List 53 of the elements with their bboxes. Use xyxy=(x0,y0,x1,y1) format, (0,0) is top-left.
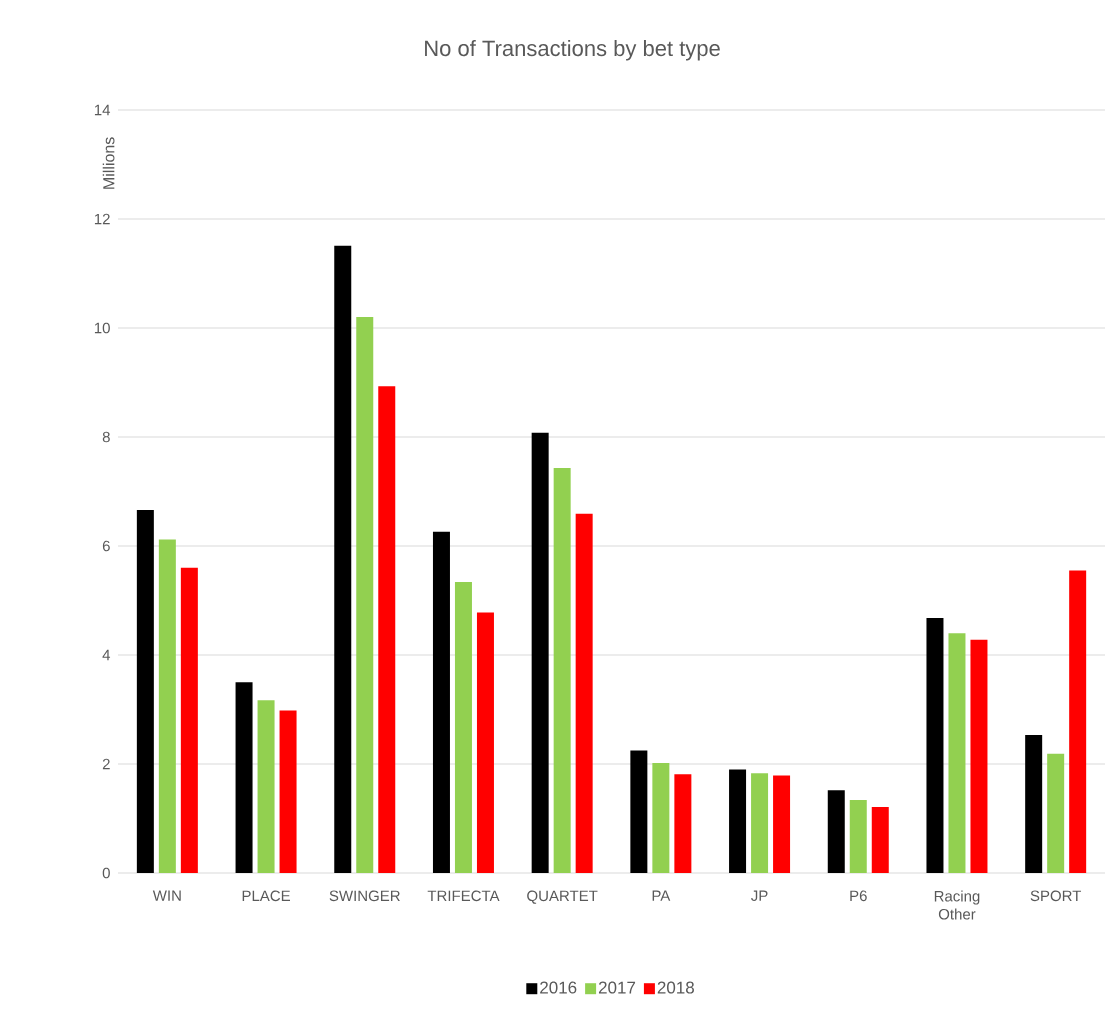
y-axis-title: Millions xyxy=(102,137,115,189)
y-tick-label: 12 xyxy=(94,213,110,225)
bar xyxy=(279,710,297,873)
bar xyxy=(553,468,571,873)
bar xyxy=(871,807,889,873)
bar xyxy=(773,775,791,873)
bar xyxy=(158,539,176,873)
x-tick-label: PA xyxy=(652,890,671,901)
legend-label: 2018 xyxy=(657,981,694,994)
chart-title: No of Transactions by bet type xyxy=(425,39,720,61)
bar xyxy=(827,790,845,873)
bar xyxy=(849,799,867,873)
bar xyxy=(136,510,154,873)
bar xyxy=(531,432,549,873)
y-tick-label: 0 xyxy=(102,867,110,879)
x-tick-label: QUARTET xyxy=(527,890,598,904)
y-tick-label: 4 xyxy=(102,649,111,661)
bar xyxy=(378,386,396,873)
bar xyxy=(235,682,253,873)
bar xyxy=(180,567,198,873)
bar xyxy=(334,245,352,873)
bar xyxy=(476,612,494,873)
x-tick-label: Racing Other xyxy=(934,890,980,920)
bar xyxy=(729,769,747,873)
bar xyxy=(432,531,450,873)
x-tick-label: JP xyxy=(751,890,768,901)
y-tick-label: 10 xyxy=(94,322,110,334)
y-tick-label: 14 xyxy=(94,104,111,116)
y-tick-label: 2 xyxy=(102,758,110,770)
y-tick-label: 6 xyxy=(102,540,110,552)
x-tick-label: PLACE xyxy=(242,890,290,902)
bar xyxy=(257,700,275,873)
bar xyxy=(970,639,988,873)
bar xyxy=(1047,753,1065,873)
legend-label: 2017 xyxy=(598,981,636,994)
bar xyxy=(926,617,944,873)
y-tick-label: 8 xyxy=(102,431,110,443)
legend-label: 2016 xyxy=(540,981,577,994)
x-tick-label: TRIFECTA xyxy=(427,890,500,902)
bar xyxy=(454,581,472,873)
x-tick-label: P6 xyxy=(850,890,867,902)
x-tick-label: SWINGER xyxy=(329,890,400,902)
bar xyxy=(1069,570,1087,873)
bar xyxy=(948,633,966,873)
bar xyxy=(356,317,374,873)
bar xyxy=(575,513,593,873)
x-tick-label: WIN xyxy=(152,890,181,901)
x-tick-label: SPORT xyxy=(1030,890,1082,902)
bar xyxy=(751,773,769,873)
bar xyxy=(630,750,648,873)
bar xyxy=(652,762,670,873)
bar xyxy=(674,774,692,873)
bar xyxy=(1025,735,1043,873)
